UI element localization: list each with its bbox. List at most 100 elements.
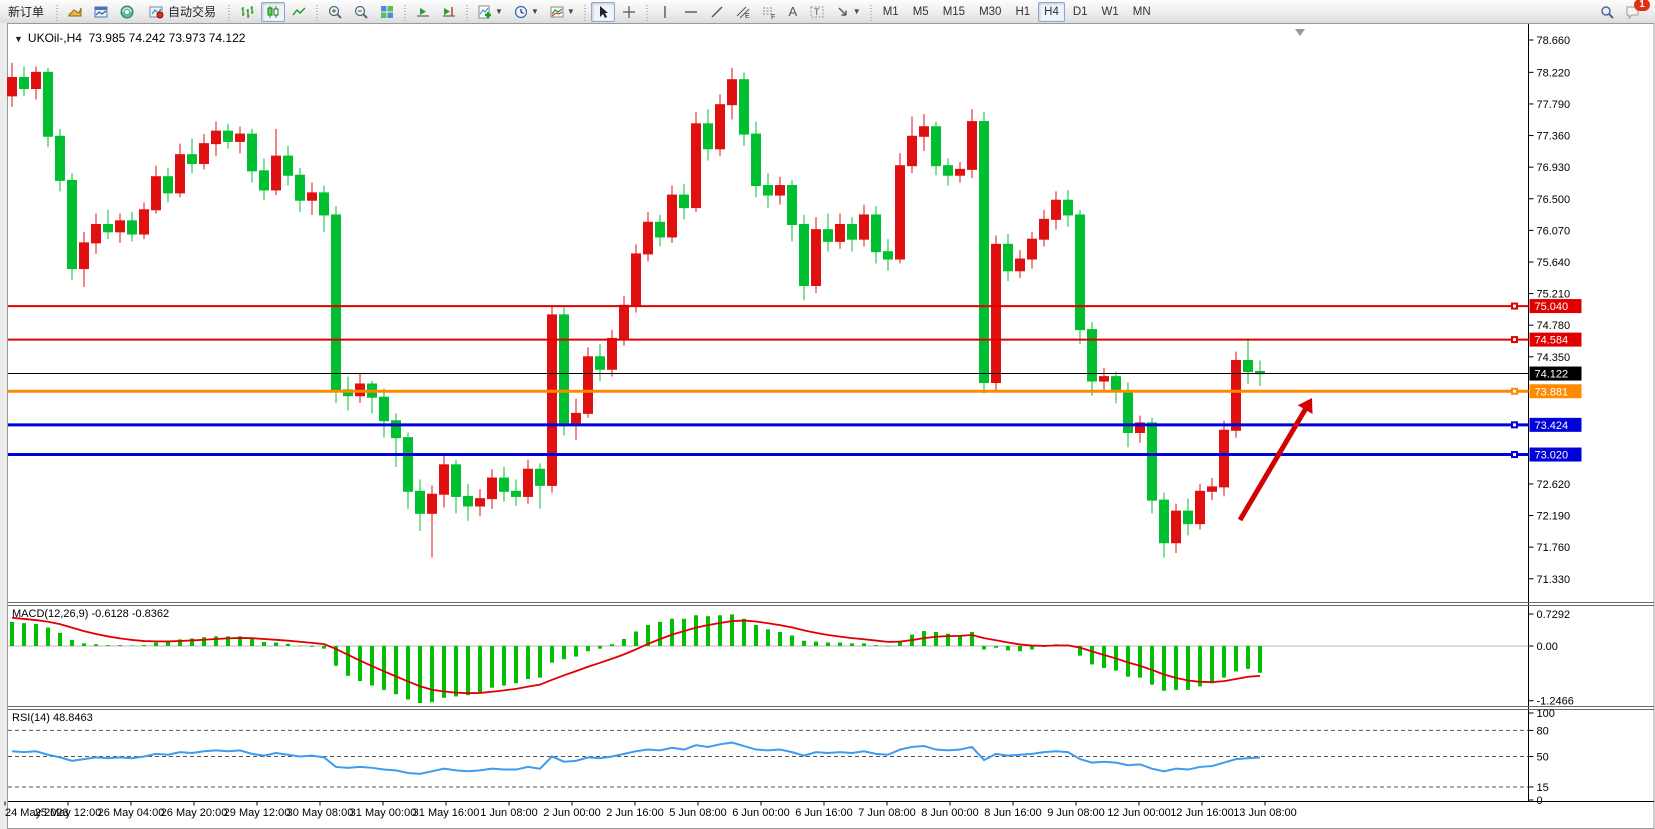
tile-windows-button[interactable] bbox=[375, 2, 399, 22]
candle-body bbox=[931, 126, 941, 167]
candle-body bbox=[91, 223, 101, 244]
hline-handle-center bbox=[1513, 304, 1516, 308]
svg-text:E: E bbox=[745, 13, 750, 20]
text-button[interactable]: A bbox=[783, 2, 803, 22]
timeframe-button-h4[interactable]: H4 bbox=[1038, 1, 1065, 22]
dropdown-arrow-icon: ▼ bbox=[566, 7, 575, 16]
vertical-line-button[interactable] bbox=[653, 2, 677, 22]
price-axis-tick: 75.210 bbox=[1537, 289, 1571, 301]
hline-handle-center bbox=[1513, 453, 1516, 457]
candle-body bbox=[919, 126, 929, 137]
price-axis-tick: 78.660 bbox=[1537, 35, 1571, 47]
chart-shift-button[interactable] bbox=[437, 2, 461, 22]
rsi-axis-tick: 80 bbox=[1537, 725, 1549, 737]
candle-body bbox=[979, 121, 989, 384]
timeframe-button-h1[interactable]: H1 bbox=[1015, 5, 1031, 18]
timeframe-button-m5[interactable]: M5 bbox=[912, 5, 929, 18]
candle-body bbox=[667, 194, 677, 238]
candle-body bbox=[895, 165, 905, 260]
price-axis-tick: 77.360 bbox=[1537, 131, 1571, 143]
toolbar-separator bbox=[643, 2, 650, 21]
rsi-line bbox=[11, 741, 1261, 775]
auto-trading-button[interactable]: 自动交易 bbox=[141, 2, 223, 22]
templates-button[interactable]: ▼ bbox=[545, 2, 579, 22]
svg-text:F: F bbox=[771, 14, 775, 20]
price-axis-tick: 72.620 bbox=[1537, 479, 1571, 491]
timeframe-button-d1[interactable]: D1 bbox=[1072, 5, 1088, 18]
window-left-edge bbox=[0, 23, 7, 829]
auto-scroll-icon bbox=[417, 7, 430, 16]
trendline-button[interactable] bbox=[705, 2, 729, 22]
candle-body bbox=[403, 437, 413, 492]
new-order-button[interactable]: 新订单 bbox=[8, 5, 45, 19]
macd-indicator-label: MACD(12,26,9) -0.6128 -0.8362 bbox=[12, 608, 170, 620]
community-button[interactable] bbox=[115, 2, 139, 22]
search-button[interactable] bbox=[1595, 2, 1619, 22]
bar-chart-button[interactable] bbox=[235, 2, 259, 22]
candle-body bbox=[199, 143, 209, 164]
candle-body bbox=[691, 123, 701, 209]
candle-body bbox=[31, 71, 41, 90]
toolbar-separator bbox=[54, 2, 61, 21]
zoom-in-icon bbox=[328, 5, 342, 19]
candlestick-chart-button[interactable] bbox=[261, 1, 286, 22]
line-chart-button[interactable] bbox=[287, 2, 311, 22]
horizontal-line-button[interactable] bbox=[679, 2, 703, 22]
price-axis-tick: 74.780 bbox=[1537, 320, 1571, 332]
candle-body bbox=[883, 251, 893, 260]
candle-body bbox=[859, 214, 869, 240]
hline-price-label: 73.424 bbox=[1535, 420, 1569, 432]
candle-body bbox=[739, 79, 749, 135]
auto-scroll-button[interactable] bbox=[411, 2, 435, 22]
arrows-button[interactable]: ▼ bbox=[831, 2, 865, 22]
candle-body bbox=[55, 135, 65, 181]
chart-shift-marker[interactable] bbox=[1295, 29, 1305, 36]
candle-body bbox=[1159, 499, 1169, 544]
text-label-button[interactable]: T bbox=[805, 2, 829, 22]
notifications-button[interactable]: 1 bbox=[1621, 0, 1650, 22]
candle-body bbox=[1243, 359, 1253, 372]
indicators-button[interactable]: ▼ bbox=[473, 2, 507, 22]
candle-body bbox=[1003, 243, 1013, 272]
periods-button[interactable]: ▼ bbox=[509, 2, 543, 22]
main-toolbar: 新订单 自动交 bbox=[0, 0, 1655, 24]
candle-body bbox=[907, 135, 917, 167]
cursor-button[interactable] bbox=[590, 1, 615, 22]
time-axis-label: 6 Jun 16:00 bbox=[795, 807, 853, 819]
rsi-axis-tick: 100 bbox=[1537, 708, 1555, 720]
crosshair-button[interactable] bbox=[617, 2, 641, 22]
candle-body bbox=[811, 229, 821, 286]
zoom-in-button[interactable] bbox=[323, 2, 347, 22]
timeframe-button-m1[interactable]: M1 bbox=[882, 5, 899, 18]
time-axis-label: 13 Jun 08:00 bbox=[1233, 807, 1297, 819]
timeframe-button-m30[interactable]: M30 bbox=[979, 5, 1002, 18]
candle-body bbox=[679, 194, 689, 209]
timeframe-button-w1[interactable]: W1 bbox=[1101, 5, 1119, 18]
candle-body bbox=[415, 490, 425, 514]
time-axis-label: 8 Jun 00:00 bbox=[921, 807, 979, 819]
candle-body bbox=[391, 420, 401, 439]
trend-arrow-head[interactable] bbox=[1297, 398, 1313, 414]
candle-body bbox=[547, 314, 557, 486]
text-icon: A bbox=[788, 4, 798, 19]
candle-body bbox=[247, 133, 257, 172]
time-axis-label: 9 Jun 08:00 bbox=[1047, 807, 1105, 819]
chart-title: ▼ UKOil-,H4 73.985 74.242 73.973 74.122 bbox=[14, 31, 245, 45]
macd-axis-tick: -1.2466 bbox=[1537, 696, 1574, 708]
auto-trading-icon bbox=[149, 6, 164, 18]
fibonacci-button[interactable]: F bbox=[757, 2, 781, 22]
zoom-out-button[interactable] bbox=[349, 2, 373, 22]
candle-body bbox=[1195, 490, 1205, 525]
channel-button[interactable]: E bbox=[731, 2, 755, 22]
timeframe-button-m15[interactable]: M15 bbox=[942, 5, 966, 18]
market-watch-button[interactable] bbox=[63, 2, 87, 22]
price-label-chip bbox=[1529, 384, 1582, 399]
macd-axis-tick: 0.00 bbox=[1537, 641, 1558, 653]
community-icon bbox=[120, 5, 134, 18]
data-window-button[interactable] bbox=[89, 2, 113, 22]
trend-arrow-object[interactable] bbox=[1237, 403, 1311, 522]
timeframe-button-mn[interactable]: MN bbox=[1132, 5, 1151, 18]
candle-body bbox=[847, 223, 857, 240]
chart-menu-caret-icon[interactable]: ▼ bbox=[14, 34, 23, 44]
